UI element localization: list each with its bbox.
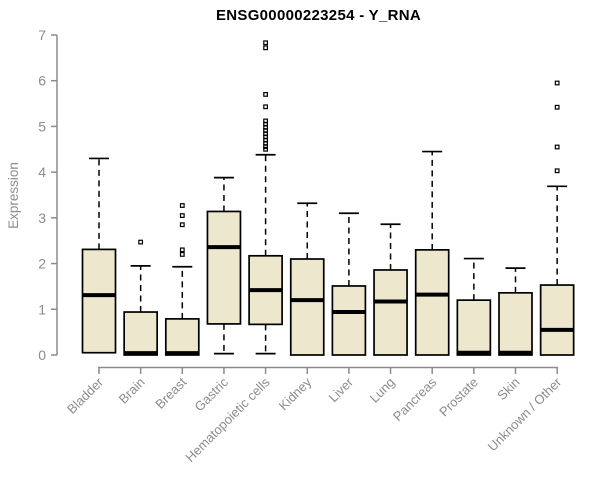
outlier-point-breast (179, 252, 185, 257)
y-tick-label: 4 (38, 164, 46, 180)
outlier-point-hematopoietic-cells (263, 118, 268, 124)
y-tick-label: 3 (38, 210, 46, 226)
x-tick-label-liver: Liver (325, 374, 356, 405)
x-tick-label-bladder: Bladder (64, 374, 107, 417)
x-tick-label-skin: Skin (494, 375, 522, 403)
outlier-point-breast (179, 203, 185, 208)
box-prostate (456, 299, 492, 356)
outlier-point-hematopoietic-cells (263, 104, 268, 110)
x-tick-label-unknown-other: Unknown / Other (485, 374, 565, 454)
x-tick-label-breast: Breast (152, 374, 189, 411)
outlier-point-brain (138, 239, 144, 245)
y-tick-label: 6 (38, 73, 46, 89)
outlier-point-breast (179, 247, 185, 253)
x-tick-label-pancreas: Pancreas (390, 374, 440, 424)
outlier-point-unknown-other (554, 104, 560, 110)
outlier-point-unknown-other (554, 80, 560, 86)
y-tick-label: 5 (38, 118, 46, 134)
outlier-point-hematopoietic-cells (263, 92, 268, 97)
box-lung (373, 269, 408, 356)
x-tick-label-kidney: Kidney (276, 374, 315, 413)
box-liver (331, 285, 367, 356)
y-tick-label: 7 (38, 27, 46, 43)
box-bladder (81, 248, 117, 354)
chart-title: ENSG00000223254 - Y_RNA (215, 7, 422, 24)
box-unknown-other (539, 284, 575, 356)
box-skin (498, 291, 533, 356)
outlier-point-hematopoietic-cells (263, 45, 268, 51)
outlier-point-unknown-other (554, 144, 560, 150)
outlier-point-hematopoietic-cells (263, 40, 268, 46)
x-tick-label-prostate: Prostate (436, 375, 481, 420)
y-tick-label: 1 (38, 301, 46, 317)
outlier-point-hematopoietic-cells (263, 146, 268, 152)
outlier-point-breast (179, 222, 185, 228)
y-tick-label: 2 (38, 256, 46, 272)
x-tick-label-gastric: Gastric (191, 374, 231, 414)
box-kidney (289, 258, 325, 356)
x-tick-label-brain: Brain (116, 375, 148, 407)
box-pancreas (414, 249, 450, 356)
box-breast (164, 318, 200, 356)
box-brain (123, 311, 159, 356)
outlier-point-breast (179, 213, 185, 218)
x-tick-label-lung: Lung (367, 375, 398, 406)
outlier-point-unknown-other (554, 168, 560, 174)
y-tick-label: 0 (38, 347, 46, 363)
box-gastric (206, 210, 242, 325)
